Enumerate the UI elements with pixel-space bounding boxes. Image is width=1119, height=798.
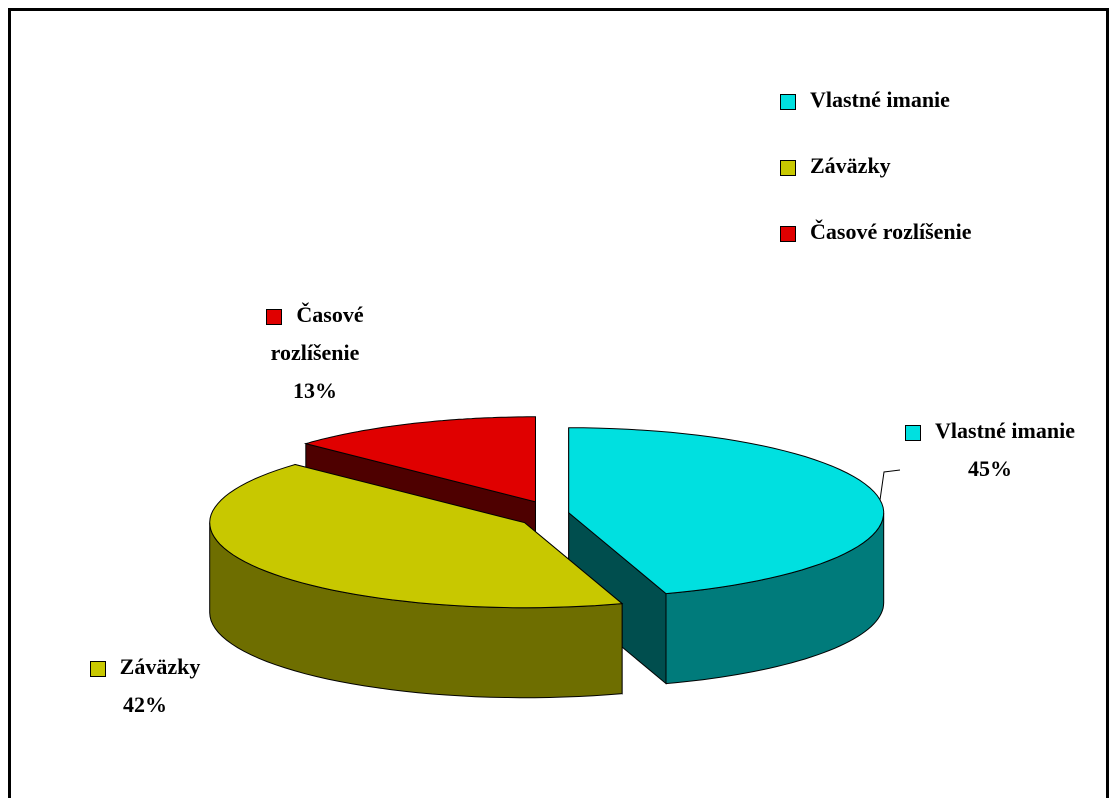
data-label-text: Záväzky — [119, 654, 201, 679]
data-label-swatch — [89, 660, 106, 677]
data-label-name: Vlastné imanie — [905, 412, 1075, 450]
data-label-swatch — [905, 424, 922, 441]
data-label-name: Záväzky — [50, 648, 240, 686]
data-label-text: Časové rozlíšenie — [270, 302, 364, 365]
chart-frame — [8, 8, 1109, 798]
data-label-value: 45% — [968, 456, 1012, 481]
legend-item: Vlastné imanie — [780, 82, 980, 118]
legend-text: Záväzky — [810, 153, 891, 178]
legend-text: Časové rozlíšenie — [810, 219, 972, 244]
slice — [303, 416, 536, 503]
slice — [209, 463, 624, 609]
legend-item: Záväzky — [780, 148, 980, 184]
data-label: Záväzky 42% — [50, 648, 240, 724]
data-label-name: Časové rozlíšenie — [230, 296, 400, 372]
data-label-value: 42% — [123, 692, 167, 717]
leader-line — [879, 469, 901, 501]
legend-swatch — [780, 93, 796, 110]
data-label-value: 13% — [293, 378, 337, 403]
data-label-swatch — [266, 308, 283, 325]
data-label: Časové rozlíšenie 13% — [230, 296, 400, 410]
legend: Vlastné imanie Záväzky Časové rozlíšenie — [780, 82, 980, 280]
data-label-text: Vlastné imanie — [935, 418, 1075, 443]
legend-item: Časové rozlíšenie — [780, 214, 980, 250]
data-label: Vlastné imanie 45% — [905, 412, 1075, 488]
legend-swatch — [780, 159, 796, 176]
legend-swatch — [780, 225, 796, 242]
legend-text: Vlastné imanie — [810, 87, 950, 112]
